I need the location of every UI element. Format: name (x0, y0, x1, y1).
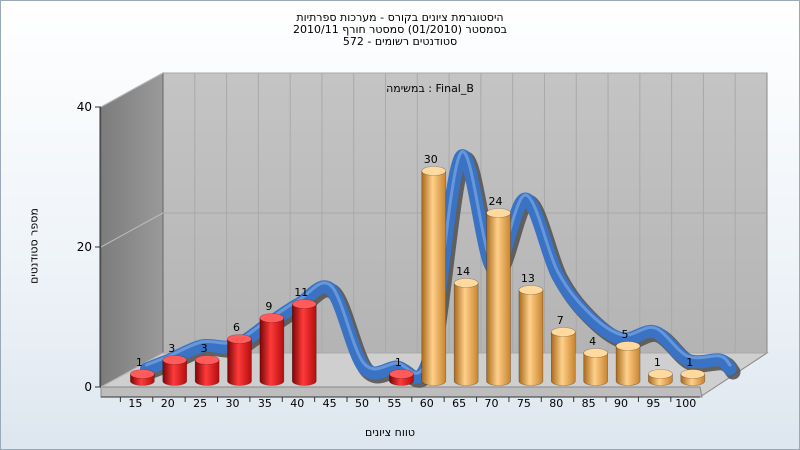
bar-top-cap (453, 278, 479, 288)
distribution-curve-highlight (144, 150, 732, 375)
bar-body (486, 212, 511, 386)
bar-body (453, 282, 479, 386)
bar-body (615, 345, 641, 386)
bar-value-label: 3 (168, 342, 175, 355)
histogram-bar (389, 369, 414, 386)
histogram-bar (291, 299, 317, 386)
histogram-bar (227, 334, 252, 386)
histogram-bar (518, 285, 544, 386)
bar-top-cap (648, 369, 673, 379)
bar-value-label: 3 (201, 342, 208, 355)
bar-top-cap (194, 355, 220, 365)
bar-body (550, 331, 576, 386)
x-tick-label: 15 (128, 397, 142, 410)
x-tick-label: 70 (485, 397, 499, 410)
y-tick-label: 0 (84, 380, 92, 394)
bar-value-label: 6 (233, 321, 240, 334)
histogram-bar (453, 278, 479, 386)
histogram-bar (130, 369, 155, 386)
x-tick-label: 65 (452, 397, 466, 410)
histogram-bar (648, 369, 673, 386)
bar-top-cap (486, 208, 511, 218)
histogram-bar (615, 341, 641, 386)
floor-front-edge (100, 386, 703, 398)
histogram-bar (259, 313, 285, 386)
bar-body (259, 317, 285, 386)
bar-top-cap (389, 369, 414, 379)
bar-top-cap (583, 348, 608, 358)
bar-value-label: 13 (521, 272, 535, 285)
histogram-bar (680, 369, 706, 386)
x-tick-label: 35 (258, 397, 272, 410)
histogram-bar (486, 208, 511, 386)
histogram-bar (421, 166, 447, 386)
bar-value-label: 5 (622, 328, 629, 341)
x-axis-label: טווח ציונים (365, 426, 415, 439)
bar-body (194, 359, 220, 386)
bar-top-cap (680, 369, 706, 379)
bar-value-label: 1 (136, 356, 143, 369)
bar-top-cap (615, 341, 641, 351)
bar-top-cap (162, 355, 188, 365)
x-tick-label: 30 (226, 397, 240, 410)
histogram-bar (194, 355, 220, 386)
x-tick-label: 20 (161, 397, 175, 410)
bar-value-label: 1 (686, 356, 693, 369)
bar-top-cap (130, 369, 155, 379)
bar-value-label: 30 (424, 153, 438, 166)
bar-value-label: 24 (489, 195, 503, 208)
x-tick-label: 75 (517, 397, 531, 410)
bar-top-cap (518, 285, 544, 295)
bar-value-label: 1 (395, 356, 402, 369)
x-tick-label: 55 (387, 397, 401, 410)
chart-subtitle-students: 572 - סטודנטים רשומים (342, 35, 458, 48)
bar-top-cap (421, 166, 447, 176)
bar-body (291, 303, 317, 386)
histogram-bar (583, 348, 608, 386)
x-tick-label: 80 (549, 397, 563, 410)
y-tick-label: 20 (77, 240, 92, 254)
bar-value-label: 1 (654, 356, 661, 369)
bar-value-label: 9 (265, 300, 272, 313)
bar-body (227, 338, 252, 386)
x-tick-label: 45 (323, 397, 337, 410)
bar-value-label: 4 (589, 335, 596, 348)
bar-value-label: 7 (557, 314, 564, 327)
bar-body (518, 289, 544, 386)
x-tick-label: 50 (355, 397, 369, 410)
x-tick-label: 95 (646, 397, 660, 410)
histogram-bar (162, 355, 188, 386)
histogram-bar (550, 327, 576, 386)
bar-value-label: 14 (456, 265, 470, 278)
bar-body (162, 359, 188, 386)
bar-value-label: 11 (294, 286, 308, 299)
bar-top-cap (227, 334, 252, 344)
task-label: במשימה : Final_B (386, 82, 474, 95)
x-tick-label: 25 (193, 397, 207, 410)
bar-body (421, 170, 447, 386)
y-tick-label: 40 (77, 100, 92, 114)
bar-top-cap (291, 299, 317, 309)
x-tick-label: 90 (614, 397, 628, 410)
bar-top-cap (550, 327, 576, 337)
left-wall-gridline (100, 72, 164, 108)
x-tick-label: 60 (420, 397, 434, 410)
left-wall-gridline (100, 352, 164, 388)
chart-title: היסטוגרמת ציונים בקורס - מערכות ספרתיות (296, 11, 504, 24)
x-tick-label: 100 (675, 397, 696, 410)
x-tick-label: 85 (582, 397, 596, 410)
x-tick-label: 40 (290, 397, 304, 410)
chart-subtitle-semester: בסמסטר (01/2010) סמסטר חורף 2010/11 (293, 23, 507, 36)
bar-top-cap (259, 313, 285, 323)
left-wall-gridline (100, 212, 164, 248)
bar-body (583, 352, 608, 386)
y-axis-label: מספר סטודנטים (27, 208, 41, 284)
